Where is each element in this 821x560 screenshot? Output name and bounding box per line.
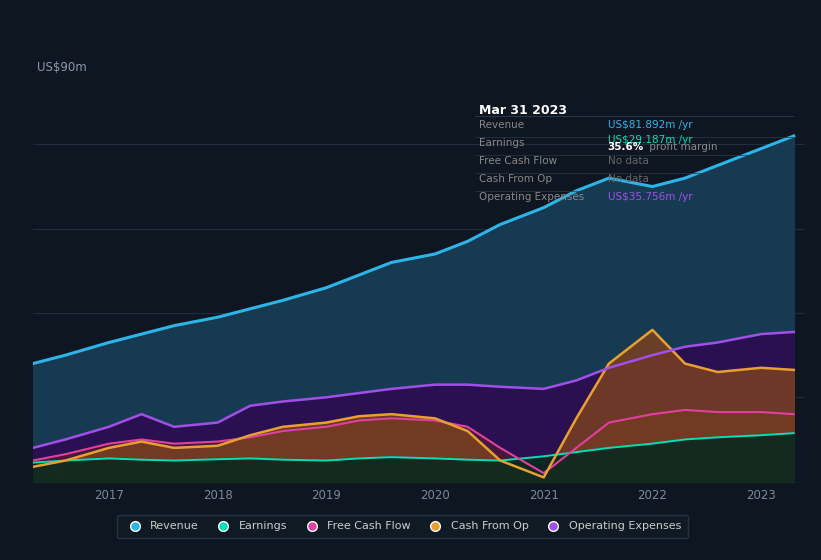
Text: Cash From Op: Cash From Op	[479, 174, 552, 184]
Text: US$81.892m /yr: US$81.892m /yr	[608, 120, 692, 130]
Text: Revenue: Revenue	[479, 120, 524, 130]
Text: US$0: US$0	[37, 465, 67, 478]
Text: US$35.756m /yr: US$35.756m /yr	[608, 192, 692, 202]
Text: No data: No data	[608, 174, 649, 184]
Text: US$29.187m /yr: US$29.187m /yr	[608, 135, 692, 144]
Text: US$90m: US$90m	[37, 61, 86, 74]
Text: profit margin: profit margin	[645, 142, 717, 152]
Text: Operating Expenses: Operating Expenses	[479, 192, 584, 202]
Text: No data: No data	[608, 156, 649, 166]
Text: Mar 31 2023: Mar 31 2023	[479, 104, 566, 116]
Text: Free Cash Flow: Free Cash Flow	[479, 156, 557, 166]
Text: 35.6%: 35.6%	[608, 142, 644, 152]
Legend: Revenue, Earnings, Free Cash Flow, Cash From Op, Operating Expenses: Revenue, Earnings, Free Cash Flow, Cash …	[117, 515, 688, 538]
Text: Earnings: Earnings	[479, 138, 525, 148]
